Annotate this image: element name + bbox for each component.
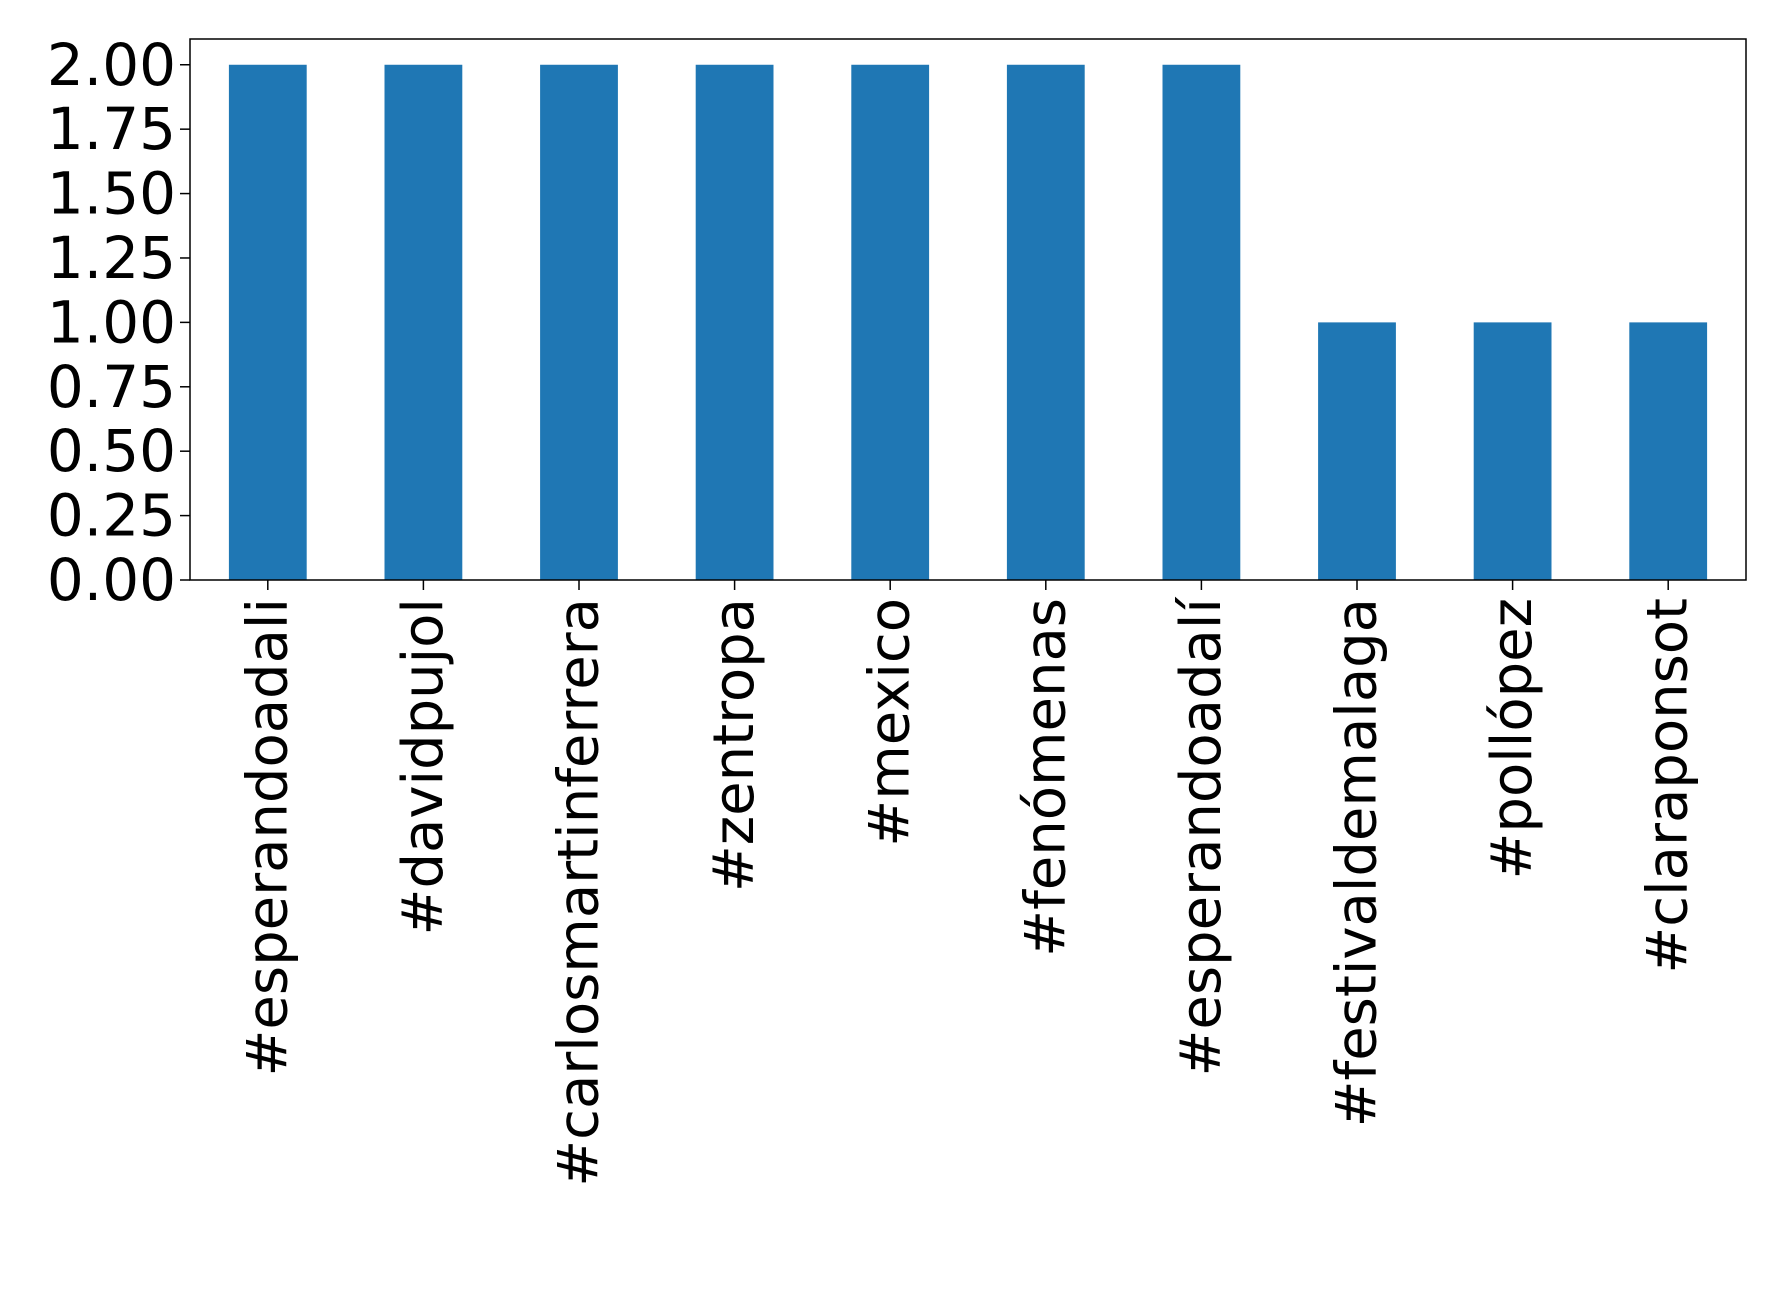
y-tick-label: 1.00 [47,288,176,356]
plot-frame [189,38,1747,581]
x-tick-label: #zentropa [702,598,767,892]
y-tick-label: 0.00 [47,546,176,614]
bar [851,64,930,580]
x-tick-label: #mexico [858,598,923,847]
bar [1318,322,1396,580]
x-tick-label: #esperandoadali [235,598,300,1077]
x-tick-label: #festivaldemalaga [1325,598,1390,1127]
bar [228,64,307,580]
x-tick-label: #pollópez [1480,598,1545,880]
x-axis: #esperandoadali #davidpujol #carlosmartinf… [235,580,1701,1187]
y-axis: 0.000.250.500.751.001.251.501.752.00 [47,31,190,614]
x-tick-label: #esperandoadalí [1169,596,1234,1077]
y-tick-label: 0.50 [47,417,176,485]
y-tick-label: 0.75 [47,353,176,421]
bar [384,64,463,580]
x-tick-label: #carlosmartinferrera [547,598,612,1187]
y-tick-label: 0.25 [47,482,176,550]
x-tick-label: #fenómenas [1013,598,1078,957]
bar [695,64,774,580]
x-tick-label: #claraponsot [1636,598,1701,974]
bar [1473,322,1552,580]
bar [1162,64,1241,580]
y-tick-label: 1.75 [47,95,176,163]
bar [1629,322,1708,580]
y-tick-label: 2.00 [47,31,176,99]
bar [540,64,618,580]
bar [1006,64,1085,580]
y-tick-label: 1.50 [47,160,176,228]
x-tick-label: #davidpujol [391,598,456,935]
y-tick-label: 1.25 [47,224,176,292]
bars-layer [228,64,1708,580]
